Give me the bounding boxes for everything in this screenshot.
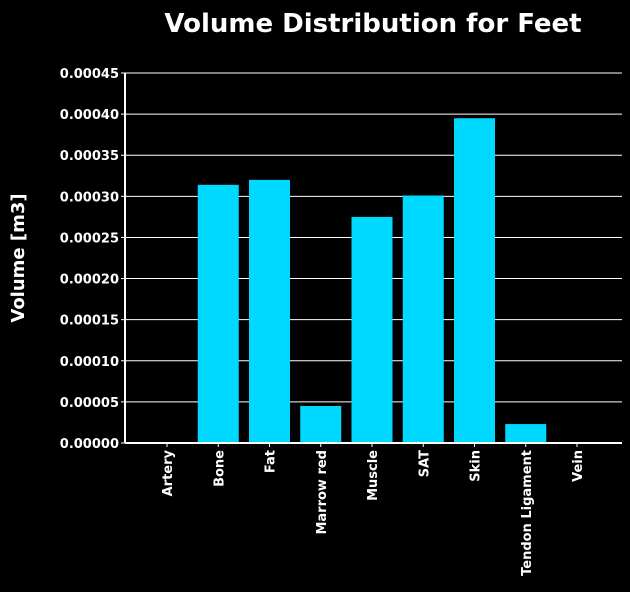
y-tick-label: 0.00040 bbox=[60, 108, 119, 123]
y-axis-ticks: 0.00000 0.00005 0.00010 0.00015 0.00020 0.000… bbox=[60, 67, 125, 452]
y-tick-label: 0.00005 bbox=[60, 396, 119, 411]
bar-sat bbox=[402, 195, 444, 443]
y-tick-label: 0.00030 bbox=[60, 190, 119, 205]
x-tick-label: Bone bbox=[212, 450, 227, 487]
x-tick-label: Tendon Ligament bbox=[520, 450, 535, 576]
x-tick-label: Vein bbox=[571, 450, 586, 482]
bar-skin bbox=[454, 118, 495, 443]
bar-fat bbox=[249, 179, 290, 443]
x-tick-label: Muscle bbox=[366, 450, 381, 501]
x-tick-label: Skin bbox=[469, 450, 484, 482]
x-tick-label: Fat bbox=[264, 450, 279, 473]
y-tick-label: 0.00045 bbox=[60, 67, 119, 82]
x-tick-label: SAT bbox=[417, 450, 432, 477]
x-axis-ticks: Artery Bone Fat Marrow red Muscle SAT Skin Tend… bbox=[161, 443, 586, 576]
y-tick-label: 0.00020 bbox=[60, 273, 119, 288]
y-tick-label: 0.00000 bbox=[60, 437, 119, 452]
x-tick-label: Marrow red bbox=[315, 450, 330, 535]
x-tick-label: Artery bbox=[161, 449, 176, 496]
y-tick-label: 0.00035 bbox=[60, 149, 119, 164]
bar-bone bbox=[197, 184, 239, 444]
y-tick-label: 0.00025 bbox=[60, 231, 119, 246]
y-tick-label: 0.00015 bbox=[60, 314, 119, 329]
y-tick-label: 0.00010 bbox=[60, 355, 119, 370]
bars bbox=[197, 118, 547, 444]
bar-muscle bbox=[351, 216, 393, 443]
chart-title: Volume Distribution for Feet bbox=[164, 9, 581, 39]
bar-marrow-red bbox=[300, 406, 342, 443]
bar-tendon-ligament bbox=[505, 424, 547, 443]
y-axis-label: Volume [m3] bbox=[8, 193, 29, 322]
